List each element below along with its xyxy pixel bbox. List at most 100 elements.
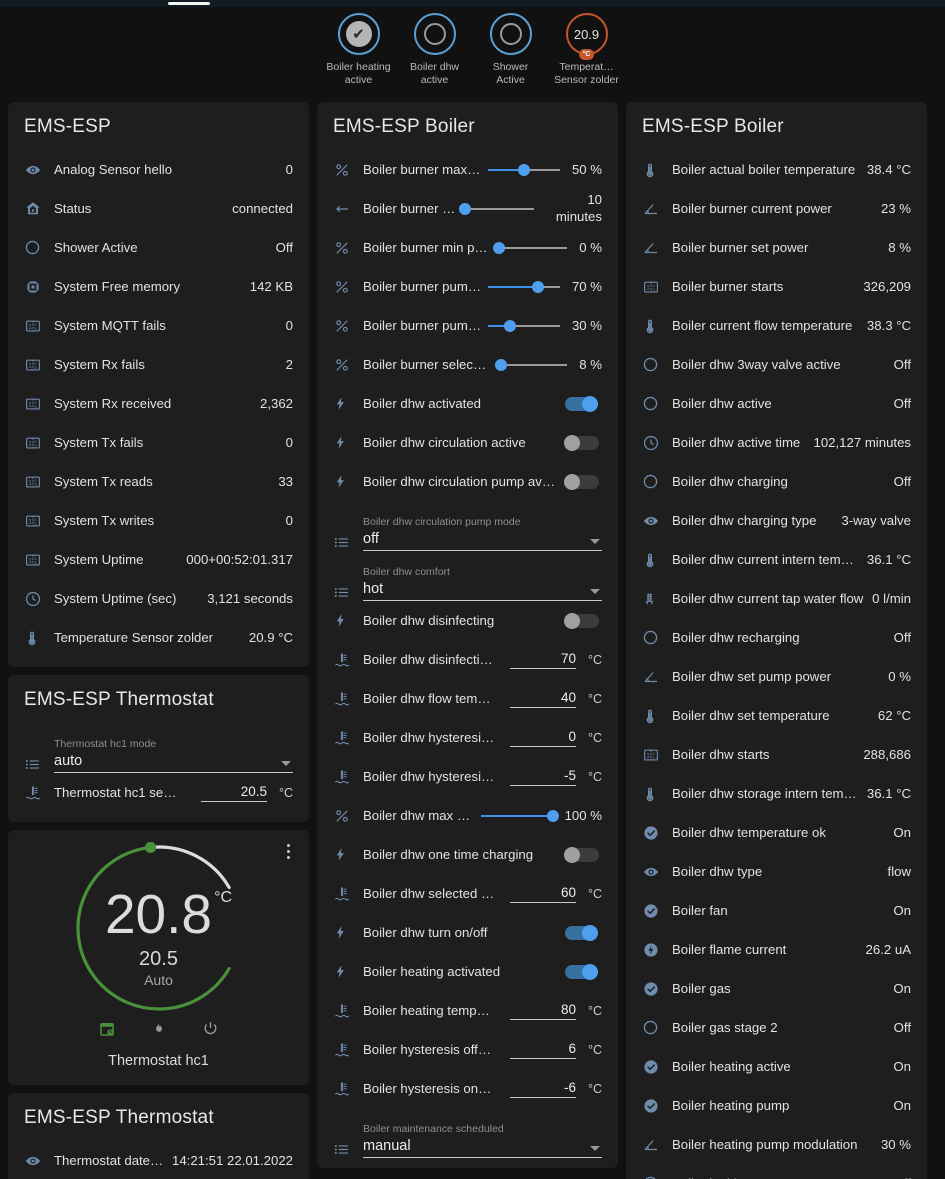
entity-row[interactable]: 1 2 3 Boiler burner starts 326,209	[642, 267, 911, 306]
slider-thumb[interactable]	[503, 319, 516, 332]
toggle-knob[interactable]	[564, 473, 580, 490]
entity-row[interactable]: Boiler burner min po… 0 %	[333, 228, 602, 267]
entity-row[interactable]: Boiler dhw active time 102,127 minutes	[642, 423, 911, 462]
select-control[interactable]: Boiler dhw circulation pump mode off	[363, 516, 602, 551]
entity-row[interactable]: Boiler burner pump … 70 %	[333, 267, 602, 306]
tab-strip[interactable]	[0, 0, 945, 7]
entity-row[interactable]: Temperature Sensor zolder 20.9 °C	[24, 618, 293, 657]
entity-row[interactable]: Boiler hysteresis on… -6 °C	[333, 1069, 602, 1108]
entity-row[interactable]: Boiler gas stage 2 Off	[642, 1008, 911, 1047]
entity-row[interactable]: Analog Sensor hello 0	[24, 150, 293, 189]
number-input[interactable]: 60	[510, 885, 576, 903]
slider[interactable]	[492, 241, 568, 255]
entity-row[interactable]: Boiler dhw set pump power 0 %	[642, 657, 911, 696]
toggle-switch[interactable]	[562, 395, 602, 412]
slider-thumb[interactable]	[492, 241, 505, 254]
entity-row[interactable]: Boiler dhw type flow	[642, 852, 911, 891]
select-row[interactable]: Boiler dhw comfort hot	[333, 551, 602, 601]
entity-row[interactable]: Boiler heating pump modulation 30 %	[642, 1125, 911, 1164]
entity-row[interactable]: Boiler dhw disinfecting	[333, 601, 602, 640]
toggle-knob[interactable]	[582, 395, 598, 412]
entity-row[interactable]: Boiler actual boiler temperature 38.4 °C	[642, 150, 911, 189]
entity-row[interactable]: 1 2 3 System Rx received 2,362	[24, 384, 293, 423]
entity-row[interactable]: Boiler hysteresis off… 6 °C	[333, 1030, 602, 1069]
entity-row[interactable]: Boiler heating active On	[642, 1047, 911, 1086]
entity-row[interactable]: Boiler dhw disinfecti… 70 °C	[333, 640, 602, 679]
slider[interactable]	[495, 358, 568, 372]
slider-thumb[interactable]	[458, 202, 471, 215]
badge-2[interactable]: Shower Active	[477, 13, 545, 87]
entity-row[interactable]: Boiler dhw active Off	[642, 384, 911, 423]
entity-row[interactable]: Boiler burner current power 23 %	[642, 189, 911, 228]
entity-row[interactable]: Boiler dhw turn on/off	[333, 913, 602, 952]
entity-row[interactable]: 1 2 3 System Rx fails 2	[24, 345, 293, 384]
toggle-switch[interactable]	[562, 924, 602, 941]
slider[interactable]	[487, 319, 560, 333]
entity-row[interactable]: 1 2 3 System Uptime 000+00:52:01.317	[24, 540, 293, 579]
toggle-knob[interactable]	[582, 924, 598, 941]
slider[interactable]	[487, 280, 560, 294]
entity-row[interactable]: Boiler burner set power 8 %	[642, 228, 911, 267]
toggle-knob[interactable]	[582, 963, 598, 980]
entity-row[interactable]: Boiler dhw circulation active	[333, 423, 602, 462]
select-control[interactable]: Boiler dhw comfort hot	[363, 566, 602, 601]
entity-row[interactable]: 1 2 3 System Tx fails 0	[24, 423, 293, 462]
entity-row[interactable]: Boiler dhw current tap water flow 0 l/min	[642, 579, 911, 618]
chevron-down-icon[interactable]	[590, 589, 600, 594]
select-row[interactable]: Boiler dhw circulation pump mode off	[333, 501, 602, 551]
select-row[interactable]: Boiler maintenance scheduled manual	[333, 1108, 602, 1158]
row-thermostat-hc1-mode[interactable]: Thermostat hc1 mode auto	[24, 723, 293, 773]
entity-row[interactable]: Boiler dhw circulation pump available	[333, 462, 602, 501]
entity-row[interactable]: Boiler dhw set temperature 62 °C	[642, 696, 911, 735]
toggle-switch[interactable]	[562, 963, 602, 980]
entity-row[interactable]: Status connected	[24, 189, 293, 228]
power-icon[interactable]	[202, 1020, 219, 1043]
entity-row[interactable]: Boiler dhw charging type 3-way valve	[642, 501, 911, 540]
chevron-down-icon[interactable]	[281, 761, 291, 766]
number-input[interactable]: -5	[510, 768, 576, 786]
row-thermostat-hc1-setpoint[interactable]: Thermostat hc1 se… 20.5 °C	[24, 773, 293, 812]
number-input[interactable]: 40	[510, 690, 576, 708]
entity-row[interactable]: System Free memory 142 KB	[24, 267, 293, 306]
entity-row[interactable]: Boiler dhw recharging Off	[642, 618, 911, 657]
toggle-switch[interactable]	[562, 846, 602, 863]
entity-row[interactable]: Boiler dhw storage intern temperature 36.…	[642, 774, 911, 813]
badge-0[interactable]: ✔ Boiler heating active	[325, 13, 393, 87]
entity-row[interactable]: Boiler gas On	[642, 969, 911, 1008]
entity-row[interactable]: Boiler heating pump On	[642, 1086, 911, 1125]
entity-row[interactable]: Boiler burner selecte… 8 %	[333, 345, 602, 384]
entity-row[interactable]: Boiler dhw max power 100 %	[333, 796, 602, 835]
entity-row[interactable]: Thermostat date/time 14:21:51 22.01.2022	[24, 1141, 293, 1179]
select-control[interactable]: Boiler maintenance scheduled manual	[363, 1123, 602, 1158]
toggle-knob[interactable]	[564, 846, 580, 863]
toggle-switch[interactable]	[562, 473, 602, 490]
badge-1[interactable]: Boiler dhw active	[401, 13, 469, 87]
flame-icon[interactable]	[152, 1020, 166, 1043]
entity-row[interactable]: Boiler dhw hysteresi… -5 °C	[333, 757, 602, 796]
toggle-switch[interactable]	[562, 434, 602, 451]
number-input[interactable]: 80	[510, 1002, 576, 1020]
entity-row[interactable]: 1 2 3 Boiler dhw starts 288,686	[642, 735, 911, 774]
entity-row[interactable]: Boiler dhw charging Off	[642, 462, 911, 501]
number-input[interactable]: 70	[510, 651, 576, 669]
number-input[interactable]: 20.5	[201, 784, 267, 802]
thermostat-dial[interactable]: 20.8 °C 20.5 Auto	[61, 840, 257, 1016]
toggle-knob[interactable]	[564, 612, 580, 629]
entity-row[interactable]: Boiler burner pump … 30 %	[333, 306, 602, 345]
more-options-icon[interactable]	[281, 844, 295, 859]
entity-row[interactable]: 1 2 3 System Tx reads 33	[24, 462, 293, 501]
toggle-switch[interactable]	[562, 612, 602, 629]
slider[interactable]	[458, 202, 534, 216]
entity-row[interactable]: Boiler fan On	[642, 891, 911, 930]
slider[interactable]	[480, 809, 559, 823]
chevron-down-icon[interactable]	[590, 539, 600, 544]
chevron-down-icon[interactable]	[590, 1146, 600, 1151]
entity-row[interactable]: Boiler dhw selected … 60 °C	[333, 874, 602, 913]
entity-row[interactable]: Boiler dhw temperature ok On	[642, 813, 911, 852]
number-input[interactable]: 6	[510, 1041, 576, 1059]
slider-thumb[interactable]	[495, 358, 508, 371]
entity-row[interactable]: Boiler heating activated	[333, 952, 602, 991]
entity-row[interactable]: Boiler heating temp… 80 °C	[333, 991, 602, 1030]
number-input[interactable]: -6	[510, 1080, 576, 1098]
entity-row[interactable]: Boiler dhw current intern temperature 36.…	[642, 540, 911, 579]
